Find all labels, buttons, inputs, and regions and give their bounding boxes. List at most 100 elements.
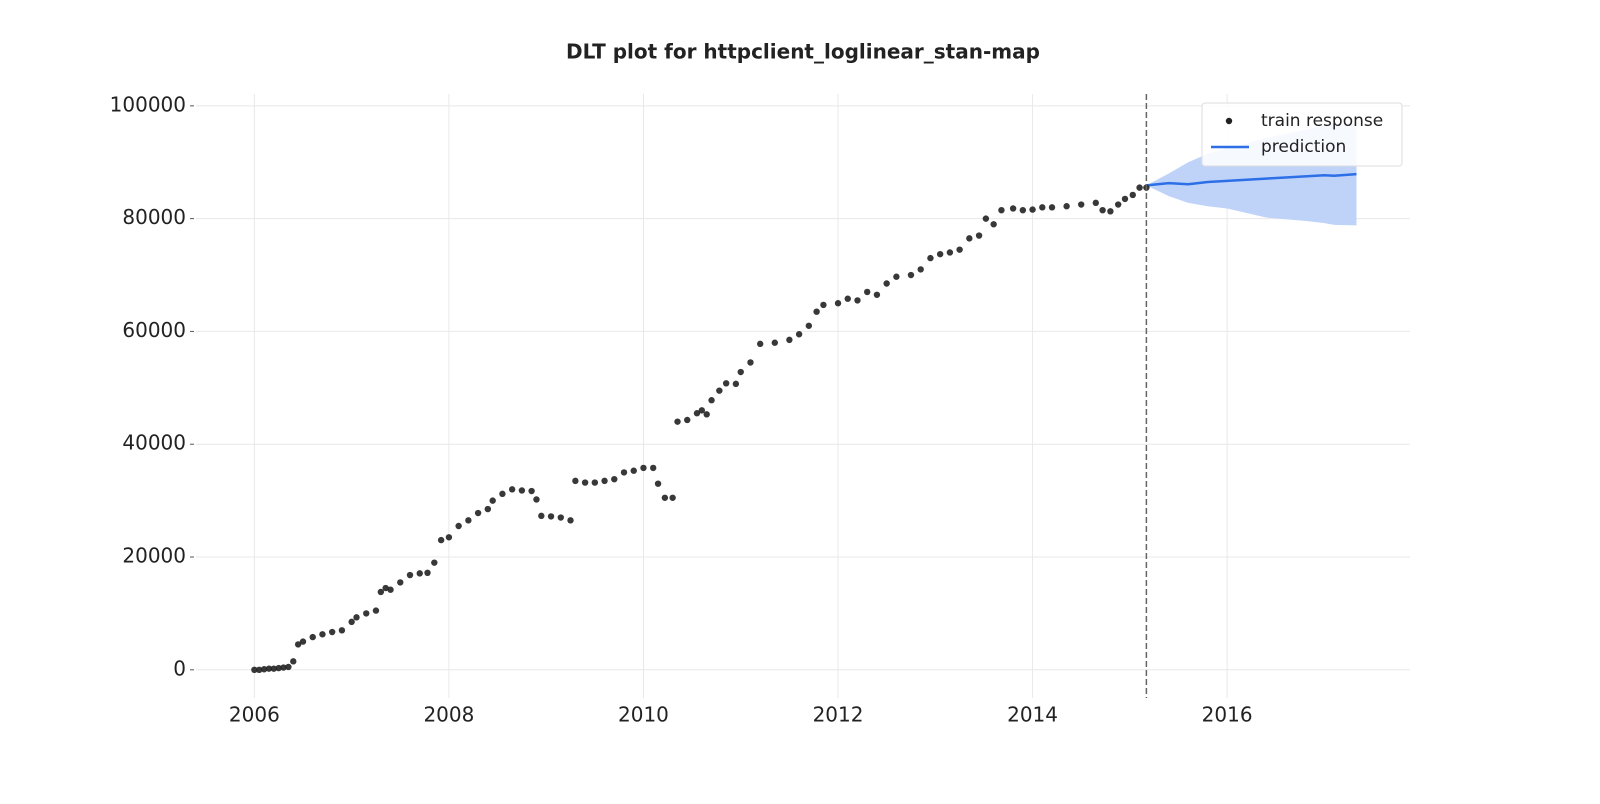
data-point — [805, 322, 813, 329]
data-point — [275, 664, 282, 672]
data-point — [431, 559, 438, 566]
data-point — [654, 480, 662, 487]
x-tick-label: 2006 — [229, 703, 280, 727]
data-point — [844, 295, 851, 302]
data-point — [883, 280, 890, 287]
data-point — [630, 467, 637, 474]
data-point — [1092, 199, 1099, 207]
x-tick-label: 2012 — [813, 703, 864, 727]
data-point — [674, 418, 681, 425]
data-point — [1129, 191, 1136, 199]
data-point — [1019, 206, 1027, 214]
data-point — [280, 664, 287, 671]
data-point — [1048, 204, 1056, 211]
data-point — [499, 490, 506, 498]
data-point — [397, 579, 404, 586]
data-point — [956, 246, 963, 253]
data-point — [722, 380, 730, 387]
data-point — [387, 586, 394, 593]
data-point — [1009, 205, 1017, 212]
data-point — [601, 477, 608, 485]
y-tick-label: 20000 — [122, 544, 186, 568]
data-point — [338, 627, 346, 634]
data-point — [363, 610, 370, 617]
legend-label: prediction — [1261, 137, 1346, 157]
data-point — [1114, 201, 1122, 208]
data-point — [873, 291, 881, 298]
data-point — [661, 494, 669, 501]
data-point — [966, 235, 973, 242]
legend-swatch — [1225, 117, 1233, 125]
data-point — [319, 631, 326, 638]
data-point — [684, 416, 691, 424]
data-point — [998, 206, 1005, 214]
data-point — [649, 464, 657, 472]
y-tick-label: 0 — [173, 656, 186, 680]
data-point — [771, 339, 778, 346]
data-point — [854, 297, 861, 304]
data-point — [416, 570, 423, 577]
data-point — [795, 331, 803, 338]
data-point — [732, 380, 740, 388]
data-point — [528, 487, 535, 495]
data-point — [348, 618, 355, 626]
data-point — [820, 301, 827, 309]
data-point — [975, 232, 983, 239]
data-point — [437, 536, 445, 544]
data-point — [372, 607, 380, 614]
data-point — [256, 666, 263, 674]
data-point — [747, 359, 754, 366]
data-point — [377, 588, 385, 596]
data-point — [640, 464, 647, 472]
data-point — [611, 475, 618, 483]
data-point — [424, 569, 431, 577]
data-point — [474, 509, 482, 517]
data-point — [285, 663, 292, 671]
x-tick-label: 2010 — [618, 703, 669, 727]
data-point — [465, 517, 472, 524]
data-point — [299, 638, 307, 645]
data-point — [489, 497, 496, 504]
data-point — [1121, 195, 1129, 203]
legend-label: train response — [1261, 111, 1383, 131]
data-point — [693, 410, 701, 417]
data-point — [982, 215, 990, 222]
data-point — [1063, 203, 1070, 210]
data-point — [786, 336, 793, 344]
data-point — [620, 469, 628, 476]
data-point — [1078, 201, 1085, 208]
data-point — [328, 628, 336, 636]
data-point — [567, 517, 574, 524]
data-point — [1039, 204, 1046, 211]
data-point — [834, 300, 842, 307]
data-point — [591, 479, 599, 486]
y-tick-label: 40000 — [122, 431, 186, 455]
data-point — [1136, 184, 1143, 191]
data-point — [1099, 206, 1106, 214]
data-point — [737, 368, 744, 376]
x-tick-label: 2008 — [423, 703, 474, 727]
data-point — [572, 477, 579, 485]
data-point — [406, 571, 414, 579]
data-point — [547, 513, 555, 520]
data-point — [698, 407, 706, 414]
data-point — [1107, 208, 1114, 215]
data-point — [581, 479, 589, 486]
y-tick-label: 100000 — [110, 92, 186, 116]
data-point — [708, 397, 715, 404]
data-point — [936, 250, 944, 258]
data-point — [669, 494, 676, 501]
data-point — [1029, 206, 1036, 213]
data-point — [538, 512, 545, 520]
data-point — [353, 614, 360, 621]
y-tick-label: 80000 — [122, 205, 186, 229]
x-tick-label: 2014 — [1007, 703, 1058, 727]
data-point — [290, 658, 297, 665]
prediction-line — [1146, 172, 1357, 187]
data-point — [927, 254, 934, 262]
data-point — [813, 308, 820, 315]
data-point — [518, 487, 526, 494]
legend-box — [1201, 102, 1403, 167]
